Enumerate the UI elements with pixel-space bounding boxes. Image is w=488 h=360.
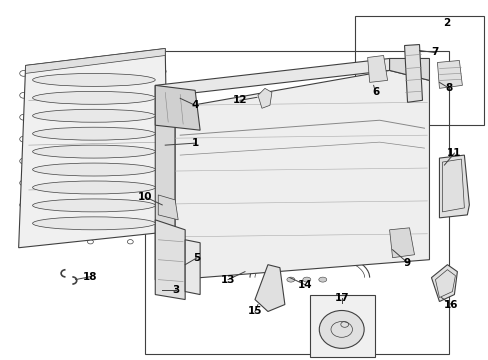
Polygon shape <box>389 58 428 80</box>
Polygon shape <box>155 220 185 300</box>
Polygon shape <box>437 60 462 88</box>
Text: 6: 6 <box>371 87 379 97</box>
Polygon shape <box>158 195 178 220</box>
Text: 12: 12 <box>232 95 247 105</box>
Ellipse shape <box>33 199 155 212</box>
Polygon shape <box>19 49 168 248</box>
Text: 1: 1 <box>191 138 198 148</box>
Text: 18: 18 <box>83 272 98 282</box>
Ellipse shape <box>33 163 155 176</box>
Polygon shape <box>254 265 285 311</box>
Polygon shape <box>367 55 387 82</box>
Polygon shape <box>439 155 468 218</box>
Bar <box>354 15 483 125</box>
Bar <box>309 294 374 357</box>
Ellipse shape <box>33 181 155 194</box>
Polygon shape <box>175 71 428 280</box>
Text: 16: 16 <box>443 300 458 310</box>
Ellipse shape <box>302 277 310 282</box>
Text: 11: 11 <box>446 148 461 158</box>
Text: 5: 5 <box>193 253 201 263</box>
Polygon shape <box>430 265 456 302</box>
Polygon shape <box>404 45 422 102</box>
Ellipse shape <box>33 127 155 140</box>
Text: 9: 9 <box>403 258 410 268</box>
Ellipse shape <box>319 310 364 348</box>
Ellipse shape <box>33 73 155 86</box>
Text: 4: 4 <box>191 100 199 110</box>
Ellipse shape <box>33 145 155 158</box>
Text: 2: 2 <box>442 18 449 28</box>
Polygon shape <box>389 228 414 258</box>
Text: 10: 10 <box>138 192 152 202</box>
Polygon shape <box>258 88 271 108</box>
Circle shape <box>371 64 383 73</box>
Ellipse shape <box>33 217 155 230</box>
Polygon shape <box>25 49 165 73</box>
Text: 7: 7 <box>430 48 437 58</box>
Polygon shape <box>155 97 175 294</box>
Ellipse shape <box>270 277 278 282</box>
Ellipse shape <box>318 277 326 282</box>
Polygon shape <box>155 85 200 130</box>
Text: 13: 13 <box>221 275 235 285</box>
Text: 15: 15 <box>247 306 262 316</box>
Text: 14: 14 <box>297 280 311 289</box>
Ellipse shape <box>286 277 294 282</box>
Ellipse shape <box>33 91 155 104</box>
Polygon shape <box>185 240 200 294</box>
Text: 17: 17 <box>334 293 348 302</box>
Text: 8: 8 <box>445 84 452 93</box>
Ellipse shape <box>33 109 155 122</box>
Bar <box>145 50 448 354</box>
Polygon shape <box>155 85 180 108</box>
Polygon shape <box>155 58 389 97</box>
Text: 3: 3 <box>172 284 180 294</box>
